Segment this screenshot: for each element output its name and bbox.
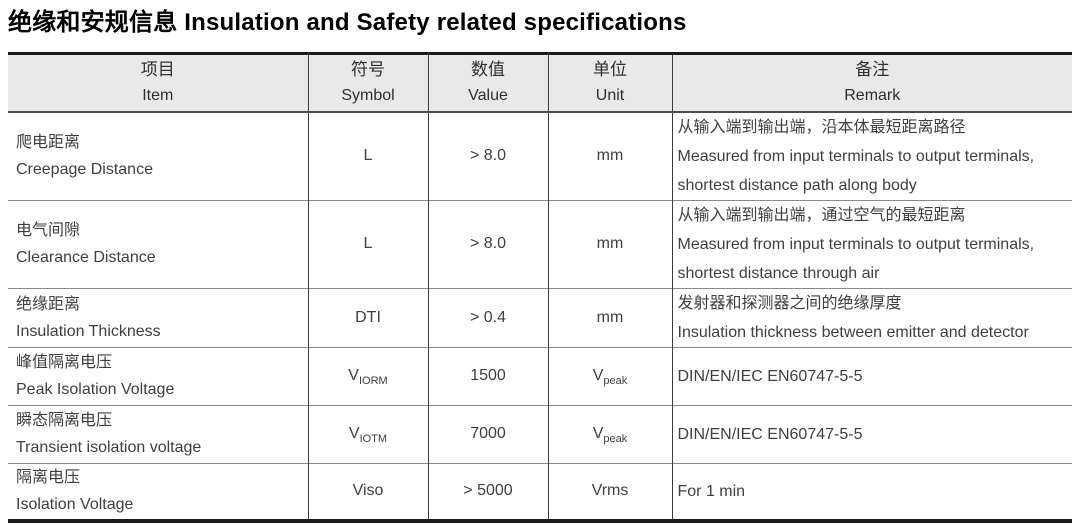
symbol-text: V [348, 367, 359, 384]
symbol-text: L [363, 235, 373, 252]
header-row: 项目 Item 符号 Symbol 数值 Value 单位 Unit 备注 [8, 53, 1072, 113]
item-en: Clearance Distance [16, 249, 156, 266]
symbol-subscript: IORM [358, 375, 388, 388]
item-cell: 瞬态隔离电压 Transient isolation voltage [8, 405, 308, 463]
symbol-text: DTI [355, 308, 381, 326]
item-zh: 瞬态隔离电压 [16, 412, 113, 429]
unit-cell: mm [547, 200, 672, 288]
item-en: Isolation Voltage [16, 496, 134, 514]
header-item: 项目 Item [8, 53, 308, 113]
unit-cell: mm [547, 288, 672, 347]
remark-line: For 1 min [677, 482, 746, 500]
table-row-transient-isolation-voltage: 瞬态隔离电压 Transient isolation voltage VIOTM… [8, 405, 1072, 463]
symbol-text: L [363, 147, 373, 164]
value-cell: > 0.4 [427, 288, 548, 347]
item-zh: 峰值隔离电压 [16, 354, 113, 371]
remark-line: Insulation thickness between emitter and… [677, 323, 1029, 341]
value-cell: > 5000 [427, 463, 548, 521]
item-en: Insulation Thickness [16, 322, 161, 340]
unit-text: V [592, 425, 604, 442]
remark-cell: For 1 min [671, 463, 1072, 521]
header-item-zh: 项目 [140, 59, 175, 79]
symbol-text: V [348, 425, 360, 442]
item-zh: 隔离电压 [16, 469, 81, 487]
remark-line: 从输入端到输出端，沿本体最短距离路径 [677, 118, 966, 136]
remark-cell: DIN/EN/IEC EN60747-5-5 [671, 405, 1072, 463]
table-header: 项目 Item 符号 Symbol 数值 Value 单位 Unit 备注 [8, 53, 1072, 113]
header-symbol-en: Symbol [341, 86, 395, 104]
unit-text: mm [596, 235, 624, 252]
symbol-cell: DTI [307, 288, 428, 347]
remark-line: DIN/EN/IEC EN60747-5-5 [677, 367, 863, 385]
table-row-insulation-thickness: 绝缘距离 Insulation Thickness DTI > 0.4 mm 发… [8, 288, 1072, 347]
symbol-cell: L [307, 111, 428, 200]
symbol-subscript: IOTM [359, 433, 388, 446]
item-zh: 爬电距离 [16, 134, 81, 151]
item-en: Peak Isolation Voltage [16, 381, 175, 398]
value-cell: 7000 [427, 405, 548, 463]
symbol-cell: VIOTM [307, 405, 428, 463]
header-unit-zh: 单位 [593, 59, 627, 79]
unit-cell: Vpeak [547, 347, 672, 405]
item-cell: 绝缘距离 Insulation Thickness [8, 288, 308, 347]
item-cell: 爬电距离 Creepage Distance [8, 112, 308, 201]
header-value: 数值 Value [427, 53, 548, 113]
value-cell: > 8.0 [427, 200, 548, 288]
header-remark-en: Remark [844, 86, 901, 104]
unit-cell: Vrms [547, 463, 672, 521]
item-cell: 隔离电压 Isolation Voltage [8, 463, 308, 521]
header-remark-zh: 备注 [855, 59, 890, 79]
spec-table: 项目 Item 符号 Symbol 数值 Value 单位 Unit 备注 [8, 52, 1072, 523]
remark-line: DIN/EN/IEC EN60747-5-5 [677, 425, 863, 443]
symbol-cell: L [307, 200, 428, 288]
remark-line: Measured from input terminals to output … [677, 235, 1035, 253]
remark-line: shortest distance through air [677, 264, 880, 282]
table-row-creepage-distance: 爬电距离 Creepage Distance L > 8.0 mm 从输入端到输… [8, 111, 1072, 201]
remark-line: shortest distance path along body [677, 176, 917, 194]
header-remark: 备注 Remark [671, 53, 1072, 113]
header-unit-en: Unit [595, 86, 625, 104]
header-symbol: 符号 Symbol [307, 53, 428, 113]
remark-line: 从输入端到输出端，通过空气的最短距离 [677, 206, 966, 224]
unit-cell: Vpeak [547, 405, 672, 463]
unit-text: mm [596, 147, 624, 164]
header-value-en: Value [468, 86, 508, 104]
symbol-cell: VIORM [307, 347, 428, 405]
unit-text: Vrms [591, 482, 629, 500]
symbol-cell: Viso [307, 463, 428, 521]
header-unit: 单位 Unit [547, 53, 672, 113]
value-cell: 1500 [427, 347, 548, 405]
unit-subscript: peak [603, 433, 628, 446]
item-zh: 电气间隙 [16, 222, 81, 239]
item-cell: 峰值隔离电压 Peak Isolation Voltage [8, 347, 308, 405]
unit-subscript: peak [603, 375, 628, 388]
unit-text: mm [596, 308, 624, 326]
unit-cell: mm [547, 111, 672, 200]
header-symbol-zh: 符号 [351, 59, 385, 79]
item-cell: 电气间隙 Clearance Distance [8, 200, 308, 288]
symbol-text: Viso [352, 482, 384, 500]
header-value-zh: 数值 [471, 59, 505, 79]
item-zh: 绝缘距离 [16, 295, 81, 313]
remark-line: Measured from input terminals to output … [677, 147, 1035, 165]
item-en: Creepage Distance [16, 161, 153, 178]
remark-line: 发射器和探测器之间的绝缘厚度 [677, 294, 902, 312]
value-cell: > 8.0 [427, 111, 548, 200]
unit-text: V [592, 367, 604, 384]
table-row-clearance-distance: 电气间隙 Clearance Distance L > 8.0 mm 从输入端到… [8, 200, 1072, 288]
table-row-peak-isolation-voltage: 峰值隔离电压 Peak Isolation Voltage VIORM 1500… [8, 347, 1072, 405]
header-item-en: Item [142, 86, 174, 104]
remark-cell: 发射器和探测器之间的绝缘厚度 Insulation thickness betw… [671, 288, 1072, 347]
remark-cell: 从输入端到输出端，沿本体最短距离路径 Measured from input t… [671, 111, 1072, 200]
table-row-isolation-voltage: 隔离电压 Isolation Voltage Viso > 5000 Vrms … [8, 463, 1072, 521]
page-title: 绝缘和安规信息 Insulation and Safety related sp… [8, 9, 687, 36]
remark-cell: 从输入端到输出端，通过空气的最短距离 Measured from input t… [671, 200, 1072, 288]
item-en: Transient isolation voltage [16, 439, 202, 456]
remark-cell: DIN/EN/IEC EN60747-5-5 [671, 347, 1072, 405]
